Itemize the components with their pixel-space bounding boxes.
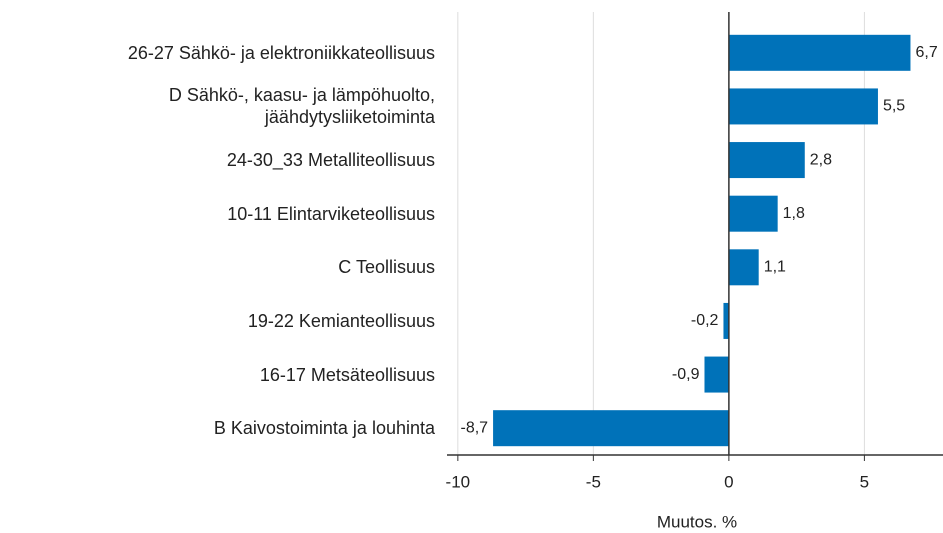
value-label: 1,8 [783, 205, 805, 222]
bar [728, 142, 805, 179]
value-label: 2,8 [810, 151, 832, 168]
bar [728, 88, 878, 125]
bar [704, 356, 729, 393]
x-tick-label: -10 [446, 472, 471, 491]
category-label: C Teollisuus [338, 257, 435, 278]
x-axis-title: Muutos. % [657, 512, 737, 531]
value-label: -8,7 [460, 419, 488, 436]
category-label: B Kaivostoiminta ja louhinta [213, 418, 435, 439]
category-label: 26-27 Sähkö- ja elektroniikkateollisuus [127, 42, 435, 63]
bar [728, 195, 778, 232]
value-label: 6,7 [915, 44, 937, 61]
category-label: D Sähkö-, kaasu- ja lämpöhuolto, jäähdyt… [168, 85, 435, 128]
value-label: 1,1 [764, 259, 786, 276]
bar [728, 34, 911, 71]
bar [723, 302, 729, 339]
value-label: 5,5 [883, 98, 905, 115]
category-label: 16-17 Metsäteollisuus [259, 364, 435, 385]
x-tick-label: 5 [860, 472, 869, 491]
value-label: -0,2 [691, 312, 719, 329]
x-tick-label: 0 [724, 472, 733, 491]
category-label: 10-11 Elintarviketeollisuus [227, 203, 435, 224]
bar [728, 249, 759, 286]
value-label: -0,9 [672, 366, 700, 383]
bar [493, 410, 729, 447]
category-label: 24-30_33 Metalliteollisuus [226, 150, 435, 171]
x-tick-label: -5 [586, 472, 601, 491]
category-label: 19-22 Kemianteollisuus [247, 310, 435, 331]
